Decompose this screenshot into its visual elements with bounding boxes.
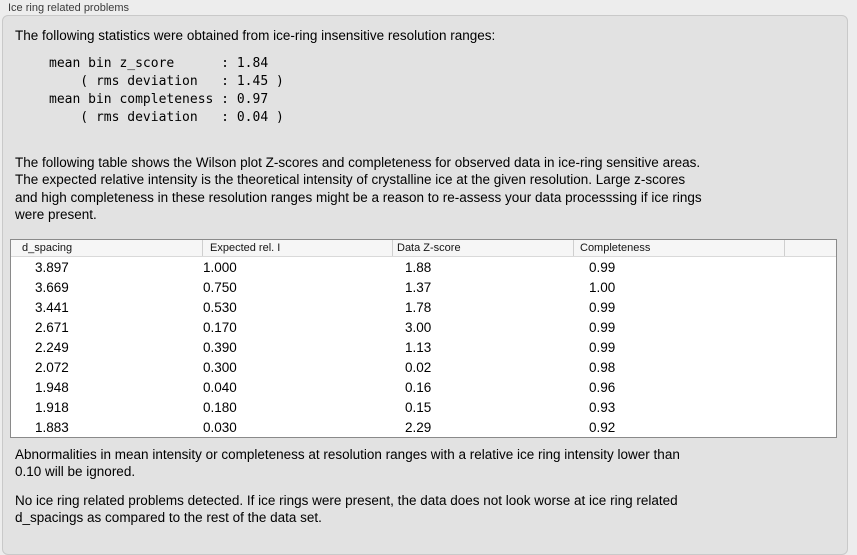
table-body: 3.897 1.000 1.88 0.99 3.669 0.750 1.37 1.00 3.44… (11, 257, 836, 437)
table-cell: 3.669 (35, 279, 69, 295)
table-row[interactable]: 1.918 0.180 0.15 0.93 (11, 397, 836, 417)
table-cell: 0.92 (589, 419, 616, 435)
table-cell: 0.99 (589, 259, 616, 275)
table-cell: 2.072 (35, 359, 69, 375)
table-cell: 0.180 (203, 399, 237, 415)
table-cell: 0.99 (589, 299, 616, 315)
table-row[interactable]: 2.249 0.390 1.13 0.99 (11, 337, 836, 357)
table-cell: 1.000 (203, 259, 237, 275)
table-cell: 0.040 (203, 379, 237, 395)
ice-ring-group-box: The following statistics were obtained f… (2, 15, 848, 555)
table-cell: 2.249 (35, 339, 69, 355)
ignore-note-text: Abnormalities in mean intensity or compl… (15, 447, 680, 480)
table-cell: 0.93 (589, 399, 616, 415)
table-cell: 1.948 (35, 379, 69, 395)
table-row[interactable]: 2.072 0.300 0.02 0.98 (11, 357, 836, 377)
table-cell: 0.030 (203, 419, 237, 435)
table-cell: 0.02 (405, 359, 432, 375)
table-cell: 0.530 (203, 299, 237, 315)
table-column-header[interactable]: Data Z-score (393, 240, 574, 256)
table-row[interactable]: 1.883 0.030 2.29 0.92 (11, 417, 836, 437)
table-cell: 1.00 (589, 279, 616, 295)
table-cell: 1.88 (405, 259, 432, 275)
table-cell: 0.300 (203, 359, 237, 375)
table-cell: 1.78 (405, 299, 432, 315)
table-cell: 1.37 (405, 279, 432, 295)
table-cell: 0.98 (589, 359, 616, 375)
intro-text: The following statistics were obtained f… (15, 28, 496, 43)
ice-ring-table: d_spacing Expected rel. I Data Z-score Comp… (10, 239, 837, 438)
group-box-title: Ice ring related problems (8, 2, 130, 14)
table-cell: 1.918 (35, 399, 69, 415)
table-row[interactable]: 2.671 0.170 3.00 0.99 (11, 317, 836, 337)
table-cell: 0.750 (203, 279, 237, 295)
table-cell: 3.897 (35, 259, 69, 275)
table-cell: 2.671 (35, 319, 69, 335)
table-cell: 2.29 (405, 419, 432, 435)
table-row[interactable]: 1.948 0.040 0.16 0.96 (11, 377, 836, 397)
table-row[interactable]: 3.897 1.000 1.88 0.99 (11, 257, 836, 277)
table-header-filler (785, 240, 836, 256)
table-cell: 0.96 (589, 379, 616, 395)
table-cell: 0.16 (405, 379, 432, 395)
conclusion-text: No ice ring related problems detected. I… (15, 493, 678, 526)
table-cell: 3.00 (405, 319, 432, 335)
table-row[interactable]: 3.669 0.750 1.37 1.00 (11, 277, 836, 297)
table-cell: 1.13 (405, 339, 432, 355)
table-header-row: d_spacing Expected rel. I Data Z-score Comp… (11, 240, 836, 257)
table-column-header[interactable]: d_spacing (11, 240, 203, 256)
statistics-block: mean bin z_score : 1.84 ( rms deviation … (49, 56, 284, 125)
table-cell: 0.99 (589, 339, 616, 355)
table-cell: 0.390 (203, 339, 237, 355)
table-column-header[interactable]: Completeness (574, 240, 785, 256)
table-cell: 3.441 (35, 299, 69, 315)
table-column-header[interactable]: Expected rel. I (203, 240, 393, 256)
table-cell: 0.170 (203, 319, 237, 335)
table-cell: 0.99 (589, 319, 616, 335)
description-text: The following table shows the Wilson plo… (15, 155, 702, 223)
table-cell: 0.15 (405, 399, 432, 415)
table-row[interactable]: 3.441 0.530 1.78 0.99 (11, 297, 836, 317)
table-cell: 1.883 (35, 419, 69, 435)
